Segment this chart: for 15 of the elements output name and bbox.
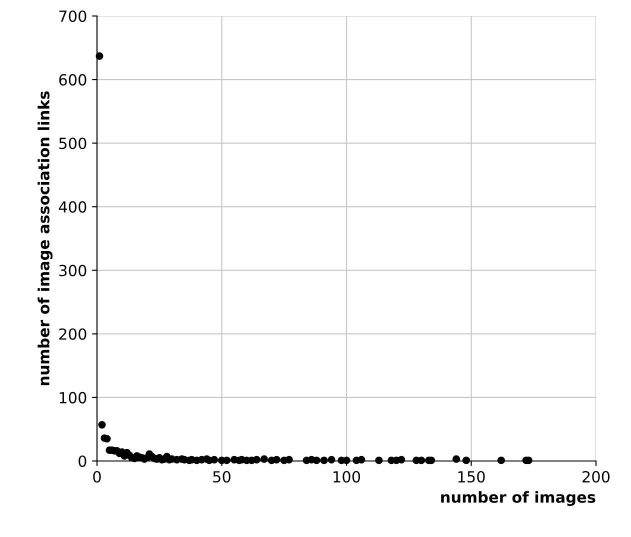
x-tick-label: 100 <box>334 470 360 483</box>
x-axis-title: number of images <box>441 491 596 506</box>
y-tick-label: 500 <box>59 138 86 150</box>
y-tick-label: 600 <box>59 74 86 86</box>
y-tick-label: 400 <box>58 201 86 213</box>
y-tick-label: 700 <box>59 10 86 22</box>
x-tick-label: 200 <box>582 470 610 483</box>
y-tick-label: 100 <box>60 392 86 404</box>
y-tick-label: 0 <box>78 455 86 468</box>
y-tick-label: 200 <box>59 328 86 340</box>
x-tick-label: 50 <box>213 470 230 483</box>
y-axis-title: number of image association links <box>38 91 53 386</box>
x-tick-label: 150 <box>458 470 485 483</box>
y-tick-label: 300 <box>59 264 86 276</box>
x-tick-label: 0 <box>93 470 101 483</box>
